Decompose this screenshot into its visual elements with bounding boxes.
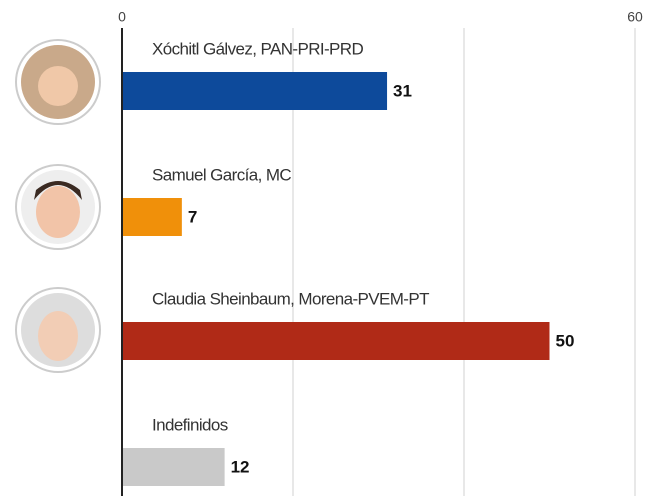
value-label: 12: [231, 457, 250, 476]
value-label: 7: [188, 207, 197, 226]
photo: [36, 186, 80, 238]
value-label: 31: [393, 81, 412, 100]
category-label: Samuel García, MC: [152, 165, 291, 184]
category-label: Claudia Sheinbaum, Morena-PVEM-PT: [152, 289, 429, 308]
photo: [38, 66, 78, 106]
category-label: Xóchitl Gálvez, PAN-PRI-PRD: [152, 39, 363, 58]
value-label: 50: [556, 331, 575, 350]
photo: [34, 181, 82, 200]
bar: [122, 198, 182, 236]
photos: [15, 39, 101, 373]
bar: [122, 448, 225, 486]
bar: [122, 72, 388, 110]
photo: [38, 311, 78, 361]
category-label: Indefinidos: [152, 415, 228, 434]
x-tick-label: 60: [627, 9, 643, 25]
x-tick-label: 0: [118, 9, 126, 25]
bar: [122, 322, 550, 360]
